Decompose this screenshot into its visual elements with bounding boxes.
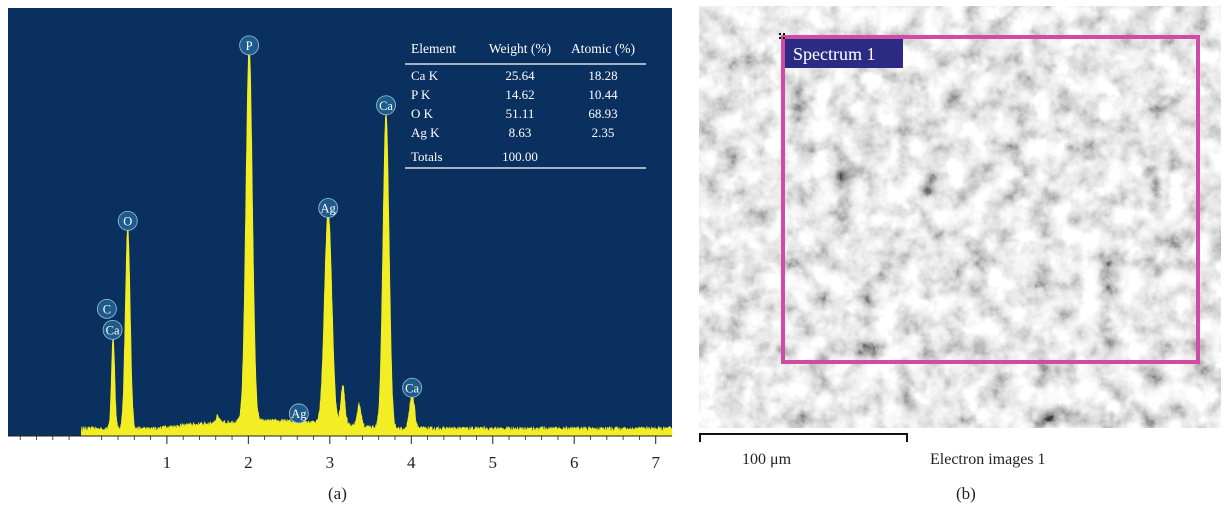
table-totals-value: 100.00	[502, 149, 538, 164]
svg-text:Ca: Ca	[379, 99, 393, 113]
sem-micrograph: Spectrum 1	[699, 6, 1221, 428]
table-cell: Ag K	[411, 125, 440, 140]
sem-image-panel: Spectrum 1 100 μm Electron images 1 (b)	[690, 0, 1231, 510]
table-cell: P K	[411, 87, 431, 102]
electron-image-title: Electron images 1	[930, 451, 1046, 468]
scale-bar	[699, 433, 908, 442]
composition-table: Element Weight (%) Atomic (%) Ca K 25.64…	[405, 41, 646, 169]
table-cell: Ca K	[411, 68, 439, 83]
peak-label-o: O	[117, 210, 138, 231]
peak-label-ca: Ca	[376, 95, 396, 116]
plot-background	[8, 8, 672, 436]
peak-label-ag: Ag	[318, 198, 339, 218]
table-cell: 10.44	[588, 87, 618, 102]
sem-texture	[699, 6, 1221, 428]
corner-marker-icon	[779, 33, 785, 39]
x-tick-label: 2	[244, 453, 253, 472]
spectrum-label: Spectrum 1	[793, 44, 876, 64]
svg-text:P: P	[246, 39, 253, 53]
table-cell: 8.63	[509, 125, 532, 140]
x-tick-label: 6	[570, 453, 579, 472]
table-header-atomic: Atomic (%)	[571, 41, 635, 56]
panel-a-caption: (a)	[328, 484, 347, 503]
spectrum-label-bg	[785, 39, 903, 68]
svg-text:C: C	[103, 302, 111, 316]
scale-bar-label: 100 μm	[742, 451, 792, 468]
table-cell: 18.28	[588, 68, 617, 83]
x-axis-ticks: 1 2 3 4 5 6 7	[19, 436, 660, 472]
svg-text:Ca: Ca	[106, 323, 120, 337]
svg-text:O: O	[123, 214, 132, 228]
table-header-element: Element	[411, 41, 456, 56]
peak-label-ca: Ca	[102, 319, 123, 340]
svg-text:Ca: Ca	[405, 381, 419, 395]
x-tick-label: 7	[651, 453, 660, 472]
svg-text:Ag: Ag	[291, 407, 307, 421]
peak-label-ag: Ag	[288, 403, 309, 424]
spectrum-region-box	[781, 35, 1200, 364]
table-totals-label: Totals	[411, 149, 443, 164]
eds-spectrum-chart: 1 2 3 4 5 6 7 C Ca O P Ag Ag Ca Ca Element Weight (%)…	[8, 8, 673, 472]
table-cell: O K	[411, 106, 434, 121]
svg-text:Ag: Ag	[321, 202, 337, 216]
x-tick-label: 3	[326, 453, 335, 472]
peak-label-p: P	[239, 35, 260, 56]
table-cell: 25.64	[505, 68, 535, 83]
x-tick-label: 4	[407, 453, 416, 472]
table-header-weight: Weight (%)	[489, 41, 551, 56]
eds-spectrum-panel: 1 2 3 4 5 6 7 C Ca O P Ag Ag Ca Ca Element Weight (%)…	[8, 8, 673, 503]
panel-b-caption: (b)	[956, 484, 976, 503]
table-cell: 68.93	[588, 106, 617, 121]
peak-label-ca: Ca	[402, 377, 423, 398]
table-cell: 2.35	[592, 125, 615, 140]
peak-label-c: C	[96, 298, 117, 319]
spectrum-fill	[80, 44, 673, 437]
table-cell: 14.62	[505, 87, 534, 102]
x-tick-label: 5	[489, 453, 498, 472]
table-cell: 51.11	[506, 106, 535, 121]
x-tick-label: 1	[163, 453, 172, 472]
peak-labels: C Ca O P Ag Ag Ca Ca	[96, 35, 423, 424]
